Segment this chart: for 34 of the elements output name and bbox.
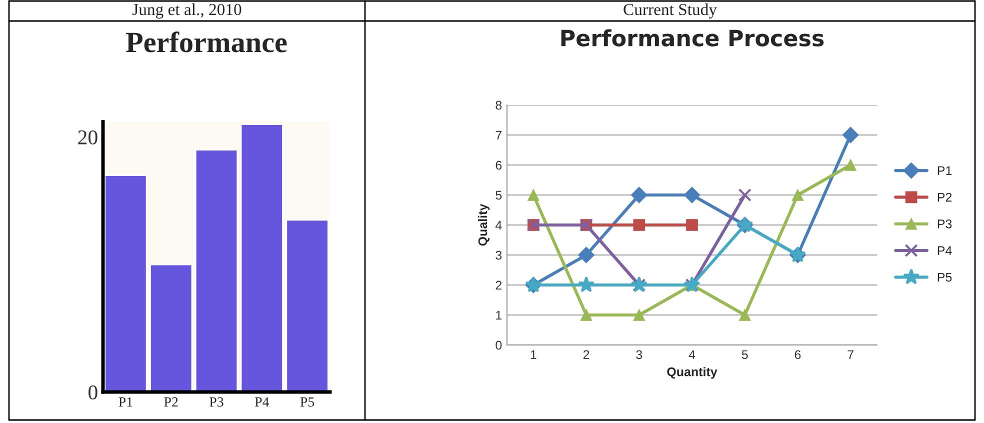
legend-label: P2	[938, 192, 952, 202]
x-tick-label: P3	[210, 397, 224, 407]
y-tick-label: 4	[495, 220, 502, 230]
legend-label: P3	[938, 220, 952, 228]
y-tick-label: 6	[496, 160, 502, 170]
chart-title: Performance	[126, 31, 287, 52]
text: Current Study	[624, 3, 717, 19]
x-tick-label: P2	[164, 397, 178, 406]
chart-title: Performance Process	[561, 29, 824, 46]
x-tick-label: 1	[530, 350, 536, 359]
y-tick-label: 20	[78, 130, 98, 144]
legend-label: P5	[938, 272, 952, 282]
x-tick-label: 5	[742, 350, 748, 360]
y-tick-label: 5	[496, 190, 502, 200]
x-tick-label: 2	[583, 350, 590, 359]
y-tick-label: 0	[88, 385, 98, 400]
x-tick-label: 7	[848, 350, 854, 359]
x-tick-label: P1	[118, 397, 132, 406]
x-tick-label: 3	[636, 350, 642, 360]
x-tick-label: P5	[300, 397, 314, 407]
y-tick-label: 3	[496, 250, 502, 260]
y-tick-label: 8	[496, 100, 502, 110]
y-tick-label: 7	[496, 130, 502, 140]
legend-label: P4	[938, 246, 952, 255]
y-axis-title: Quality	[478, 204, 490, 246]
x-tick-label: P4	[254, 397, 270, 406]
x-tick-label: 6	[794, 350, 801, 360]
x-tick-label: 4	[688, 350, 696, 359]
y-tick-label: 2	[496, 280, 502, 290]
legend-label: P1	[938, 166, 952, 175]
x-axis-title: Quantity	[667, 367, 718, 379]
y-tick-label: 0	[496, 340, 502, 350]
text: Jung et al., 2010	[132, 3, 242, 19]
y-tick-label: 1	[496, 310, 502, 320]
